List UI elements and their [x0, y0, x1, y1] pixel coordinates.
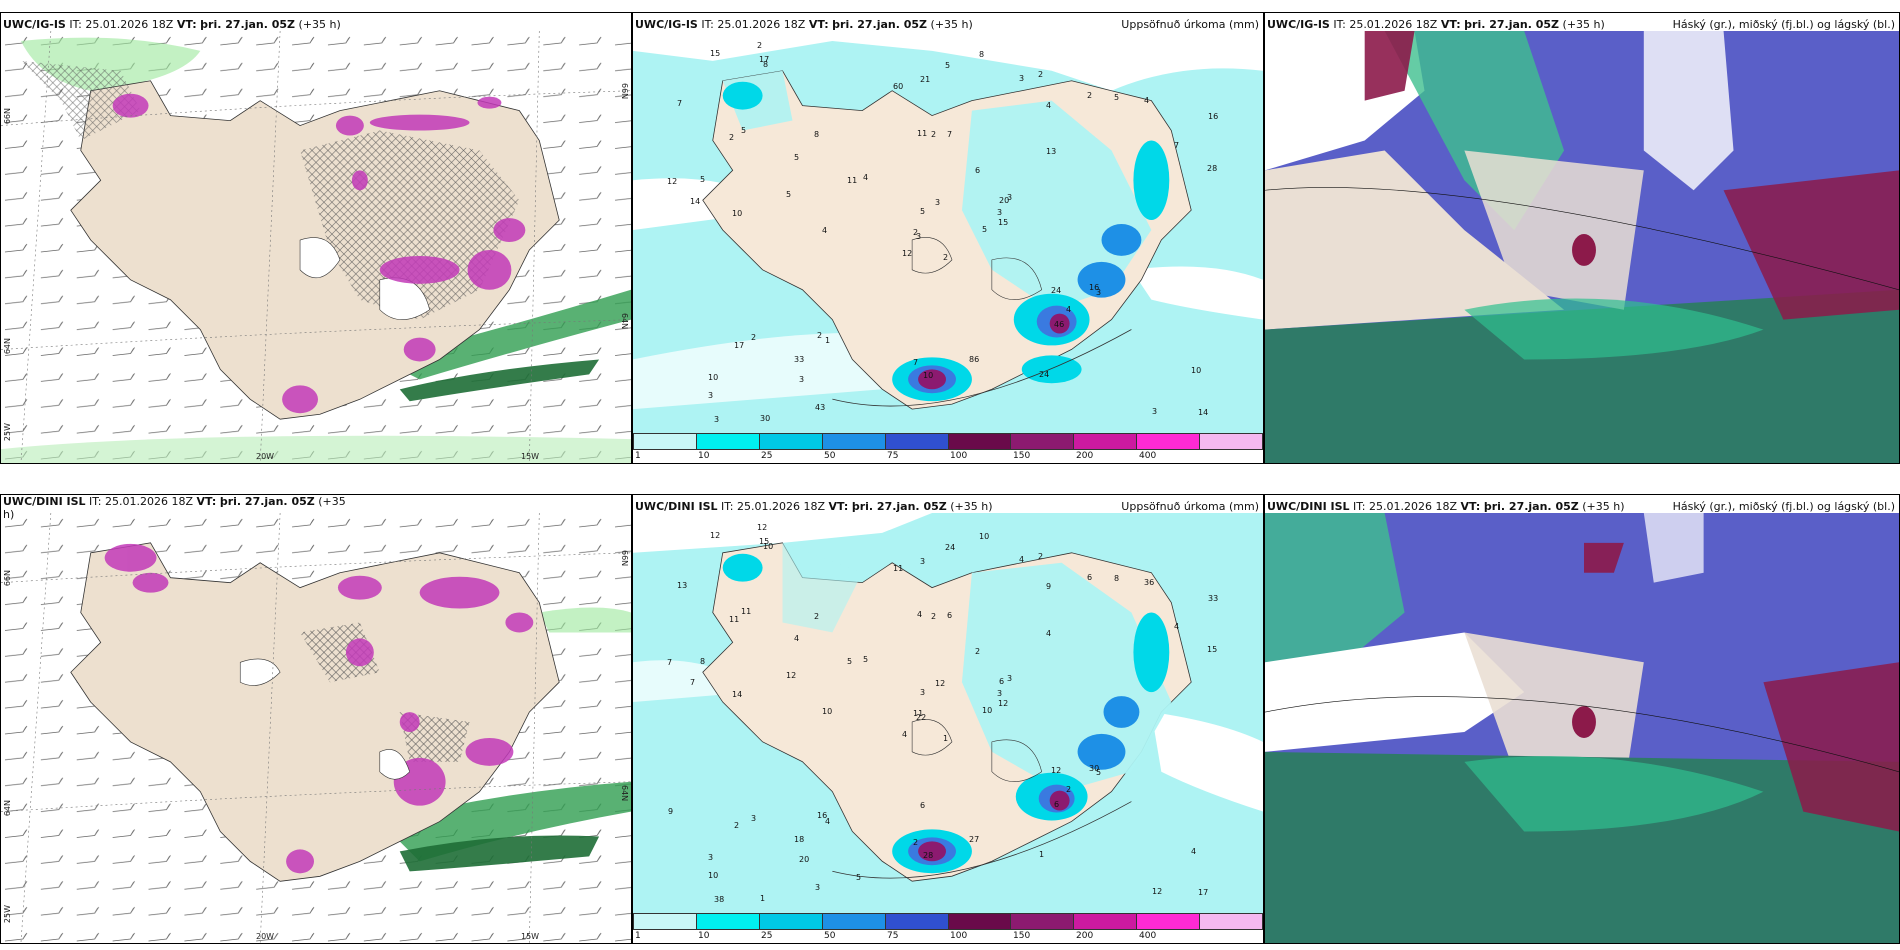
cb-swatch-6 — [1011, 434, 1075, 449]
cb-tick-50: 50 — [824, 451, 836, 461]
panel-header: UWC/DINI ISL IT: 25.01.2026 18Z VT: þri.… — [635, 500, 993, 513]
panel-title-right: Háský (gr.), miðský (fj.bl.) og lágský (… — [1672, 500, 1895, 513]
cb-tick-100: 100 — [950, 931, 968, 941]
cb-tick-50: 50 — [824, 931, 836, 941]
cb-tick-400: 400 — [1139, 931, 1157, 941]
cb-tick-200: 200 — [1076, 451, 1094, 461]
lon-label-25: 25W — [3, 905, 12, 924]
lat-label-66: 66N — [3, 570, 12, 587]
panel-title-right: Háský (gr.), miðský (fj.bl.) og lágský (… — [1672, 18, 1895, 31]
cb-swatch-3 — [822, 434, 886, 449]
panel-precip-top: UWC/IG-IS IT: 25.01.2026 18Z VT: þri. 27… — [632, 12, 1264, 464]
cb-tick-75: 75 — [887, 931, 899, 941]
map-clouds — [1265, 31, 1899, 463]
cb-swatch-6 — [1011, 914, 1075, 929]
panel-header: UWC/DINI ISL IT: 25.01.2026 18Z VT: þri.… — [1267, 500, 1625, 513]
panel-clouds-bottom: UWC/DINI ISL IT: 25.01.2026 18Z VT: þri.… — [1264, 494, 1900, 944]
lat-label-64: 64N — [3, 338, 12, 355]
lat-label-66-right: 66N — [620, 83, 629, 100]
cb-tick-10: 10 — [698, 931, 710, 941]
lat-label-66: 66N — [3, 108, 12, 125]
cb-swatch-4 — [885, 914, 949, 929]
lat-label-66-right: 66N — [620, 550, 629, 567]
lon-label-15: 15W — [521, 452, 540, 461]
cb-tick-1: 1 — [635, 931, 641, 941]
precip-colorbar: 1 10 25 50 75 100 150 200 400 — [633, 913, 1263, 943]
cb-swatch-5 — [948, 434, 1012, 449]
lon-label-15: 15W — [521, 932, 540, 941]
cb-swatch-2 — [759, 914, 823, 929]
cb-swatch-5 — [948, 914, 1012, 929]
cb-tick-150: 150 — [1013, 931, 1031, 941]
map-wind — [1, 31, 631, 463]
lat-label-64: 64N — [3, 800, 12, 817]
cb-tick-10: 10 — [698, 451, 710, 461]
cb-swatch-9 — [1200, 434, 1263, 449]
cb-swatch-8 — [1137, 914, 1201, 929]
panel-precip-bottom: UWC/DINI ISL IT: 25.01.2026 18Z VT: þri.… — [632, 494, 1264, 944]
map-clouds — [1265, 513, 1899, 943]
panel-header: UWC/IG-IS IT: 25.01.2026 18Z VT: þri. 27… — [1267, 18, 1605, 31]
panel-clouds-top: UWC/IG-IS IT: 25.01.2026 18Z VT: þri. 27… — [1264, 12, 1900, 464]
panel-wind-bottom: UWC/DINI ISL IT: 25.01.2026 18Z VT: þri.… — [0, 494, 632, 944]
cb-swatch-4 — [885, 434, 949, 449]
cb-swatch-1 — [696, 914, 760, 929]
cb-swatch-3 — [822, 914, 886, 929]
cb-swatch-7 — [1074, 914, 1138, 929]
map-precip — [633, 31, 1263, 433]
cb-swatch-2 — [759, 434, 823, 449]
panel-title-right: Uppsöfnuð úrkoma (mm) — [1121, 18, 1259, 31]
cb-tick-25: 25 — [761, 931, 773, 941]
panel-header: UWC/IG-IS IT: 25.01.2026 18Z VT: þri. 27… — [635, 18, 973, 31]
cb-swatch-0 — [634, 914, 697, 929]
cb-swatch-0 — [634, 434, 697, 449]
lat-label-64-right: 64N — [620, 313, 629, 330]
cb-swatch-9 — [1200, 914, 1263, 929]
lon-label-20: 20W — [256, 932, 275, 941]
cb-tick-150: 150 — [1013, 451, 1031, 461]
cb-swatch-8 — [1137, 434, 1201, 449]
panel-header: UWC/IG-IS IT: 25.01.2026 18Z VT: þri. 27… — [3, 18, 341, 31]
cb-tick-25: 25 — [761, 451, 773, 461]
cb-tick-1: 1 — [635, 451, 641, 461]
map-wind — [1, 513, 631, 943]
colorbar-ticks: 1 10 25 50 75 100 150 200 400 — [633, 931, 1263, 943]
colorbar-swatches — [633, 433, 1263, 450]
cb-tick-100: 100 — [950, 451, 968, 461]
precip-colorbar: 1 10 25 50 75 100 150 200 400 — [633, 433, 1263, 463]
lat-label-64-right: 64N — [620, 785, 629, 802]
cb-swatch-7 — [1074, 434, 1138, 449]
colorbar-ticks: 1 10 25 50 75 100 150 200 400 — [633, 451, 1263, 463]
lon-label-25: 25W — [3, 423, 12, 442]
cb-tick-200: 200 — [1076, 931, 1094, 941]
cb-tick-400: 400 — [1139, 451, 1157, 461]
cb-tick-75: 75 — [887, 451, 899, 461]
panel-wind-top: UWC/IG-IS IT: 25.01.2026 18Z VT: þri. 27… — [0, 12, 632, 464]
colorbar-swatches — [633, 913, 1263, 930]
panel-header-wrap: h) — [3, 508, 15, 521]
lon-label-20: 20W — [256, 452, 275, 461]
cb-swatch-1 — [696, 434, 760, 449]
map-precip — [633, 513, 1263, 913]
panel-header: UWC/DINI ISL IT: 25.01.2026 18Z VT: þri.… — [3, 495, 346, 508]
panel-title-right: Uppsöfnuð úrkoma (mm) — [1121, 500, 1259, 513]
